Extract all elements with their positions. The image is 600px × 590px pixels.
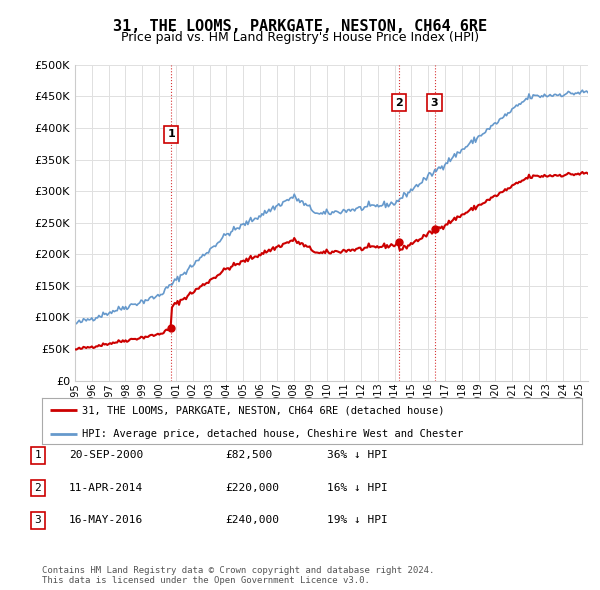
Text: 31, THE LOOMS, PARKGATE, NESTON, CH64 6RE: 31, THE LOOMS, PARKGATE, NESTON, CH64 6R… (113, 19, 487, 34)
Text: 31, THE LOOMS, PARKGATE, NESTON, CH64 6RE (detached house): 31, THE LOOMS, PARKGATE, NESTON, CH64 6R… (83, 405, 445, 415)
Text: 3: 3 (34, 516, 41, 525)
Text: 2: 2 (395, 98, 403, 108)
Text: £240,000: £240,000 (225, 516, 279, 525)
Text: £220,000: £220,000 (225, 483, 279, 493)
Text: 3: 3 (431, 98, 439, 108)
Text: 36% ↓ HPI: 36% ↓ HPI (327, 451, 388, 460)
Text: Contains HM Land Registry data © Crown copyright and database right 2024.
This d: Contains HM Land Registry data © Crown c… (42, 566, 434, 585)
Text: 20-SEP-2000: 20-SEP-2000 (69, 451, 143, 460)
Text: 16-MAY-2016: 16-MAY-2016 (69, 516, 143, 525)
Text: £82,500: £82,500 (225, 451, 272, 460)
Text: 16% ↓ HPI: 16% ↓ HPI (327, 483, 388, 493)
Text: 1: 1 (34, 451, 41, 460)
Text: HPI: Average price, detached house, Cheshire West and Chester: HPI: Average price, detached house, Ches… (83, 428, 464, 438)
Text: 1: 1 (167, 129, 175, 139)
Text: 19% ↓ HPI: 19% ↓ HPI (327, 516, 388, 525)
Text: 2: 2 (34, 483, 41, 493)
Text: Price paid vs. HM Land Registry's House Price Index (HPI): Price paid vs. HM Land Registry's House … (121, 31, 479, 44)
Text: 11-APR-2014: 11-APR-2014 (69, 483, 143, 493)
